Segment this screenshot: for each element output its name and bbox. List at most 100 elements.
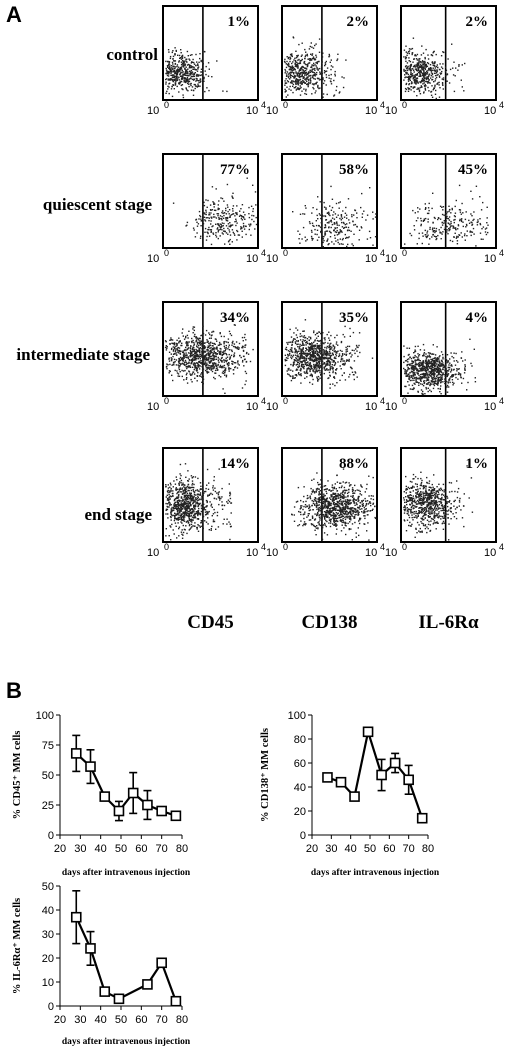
axis-max-r0-c1: 10: [365, 105, 377, 117]
data-point-2-6: [170, 995, 182, 1007]
axis-max-exp-r2-c1: 4: [380, 396, 385, 406]
data-point-0-2: [99, 791, 111, 802]
x-tick-label-1-3: 50: [364, 843, 376, 855]
y-tick-label-2-0: 0: [48, 1001, 54, 1013]
axis-min-r0-c2: 10: [385, 105, 397, 117]
percent-label-r3-c1: 88%: [339, 456, 369, 472]
y-tick-label-1-2: 40: [294, 782, 306, 794]
axis-min-exp-r1-c0: 0: [164, 248, 169, 258]
scatter-dots-r1-c2: [404, 184, 489, 247]
axis-max-r3-c1: 10: [365, 547, 377, 559]
axis-max-exp-r1-c0: 4: [261, 248, 266, 258]
column-label-1: CD138: [302, 612, 358, 633]
scatter-dots-r3-c1: [291, 468, 377, 541]
data-point-0-5: [142, 799, 153, 811]
axis-max-exp-r1-c2: 4: [499, 248, 504, 258]
x-tick-label-0-0: 20: [54, 843, 66, 855]
y-tick-label-2-5: 50: [42, 881, 54, 893]
data-point-1-6: [403, 774, 414, 786]
y-tick-label-0-3: 75: [42, 740, 54, 752]
axis-max-exp-r3-c1: 4: [380, 542, 385, 552]
data-point-0-0: [70, 748, 82, 759]
axis-min-r0-c0: 10: [147, 105, 159, 117]
y-tick-label-2-4: 40: [42, 905, 54, 917]
flow-plot-r1-c1: [281, 153, 378, 249]
row-label-3: end stage: [84, 505, 152, 524]
axis-max-r0-c2: 10: [484, 105, 496, 117]
axis-max-exp-r0-c2: 4: [499, 100, 504, 110]
x-axis-label-2: days after intravenous injection: [62, 1037, 191, 1047]
scatter-dots-r3-c2: [403, 465, 474, 541]
axis-min-exp-r3-c1: 0: [283, 542, 288, 552]
data-point-1-7: [416, 812, 428, 824]
axis-min-exp-r2-c1: 0: [283, 396, 288, 406]
flow-plot-r3-c2: [400, 447, 497, 543]
axis-max-r2-c0: 10: [246, 401, 258, 413]
x-axis-label-1: days after intravenous injection: [311, 868, 440, 878]
axis-min-exp-r3-c2: 0: [402, 542, 407, 552]
percent-label-r2-c1: 35%: [339, 310, 369, 326]
axis-max-r1-c1: 10: [365, 253, 377, 265]
x-tick-label-2-4: 60: [135, 1014, 147, 1026]
data-point-0-6: [156, 805, 167, 817]
x-tick-label-1-5: 70: [403, 843, 415, 855]
data-point-2-2: [99, 986, 111, 997]
data-point-2-3: [113, 993, 125, 1005]
percent-label-r3-c2: 1%: [466, 456, 489, 472]
x-tick-label-2-2: 40: [95, 1014, 107, 1026]
y-axis-label-1: % CD138⁺ MM cells: [260, 728, 271, 822]
axis-min-exp-r0-c0: 0: [164, 100, 169, 110]
data-point-0-4: [127, 787, 139, 799]
row-label-0: control: [106, 45, 158, 64]
x-tick-label-0-1: 30: [74, 843, 86, 855]
axis-min-exp-r0-c2: 0: [402, 100, 407, 110]
y-tick-label-2-2: 20: [42, 953, 54, 965]
data-point-1-0: [322, 772, 333, 783]
x-tick-label-0-6: 80: [176, 843, 188, 855]
y-tick-label-0-0: 0: [48, 830, 54, 842]
axis-min-exp-r1-c2: 0: [402, 248, 407, 258]
x-tick-label-2-5: 70: [156, 1014, 168, 1026]
scatter-dots-r3-c0: [165, 463, 233, 541]
data-point-2-4: [142, 979, 153, 990]
data-point-2-1: [85, 943, 96, 954]
y-tick-label-0-2: 50: [42, 770, 54, 782]
data-point-1-5: [389, 757, 401, 769]
x-axis-label-0: days after intravenous injection: [62, 868, 191, 878]
scatter-dots-r2-c0: [164, 320, 254, 394]
column-label-2: IL-6Rα: [418, 612, 479, 633]
data-point-0-7: [170, 810, 182, 822]
axis-min-r1-c2: 10: [385, 253, 397, 265]
axis-max-exp-r0-c1: 4: [380, 100, 385, 110]
axis-min-exp-r0-c1: 0: [283, 100, 288, 110]
column-label-0: CD45: [187, 612, 233, 633]
y-tick-label-1-0: 0: [300, 830, 306, 842]
axis-max-exp-r3-c0: 4: [261, 542, 266, 552]
data-point-0-1: [85, 761, 96, 772]
percent-label-r3-c0: 14%: [220, 456, 250, 472]
axis-min-r3-c0: 10: [147, 547, 159, 559]
percent-label-r1-c0: 77%: [220, 162, 250, 178]
axis-max-r1-c0: 10: [246, 253, 258, 265]
data-point-1-1: [335, 776, 347, 788]
x-tick-label-0-4: 60: [135, 843, 147, 855]
axis-max-exp-r3-c2: 4: [499, 542, 504, 552]
scatter-dots-r0-c0: [165, 47, 228, 99]
x-tick-label-2-3: 50: [115, 1014, 127, 1026]
x-tick-label-2-6: 80: [176, 1014, 188, 1026]
scatter-dots-r1-c0: [172, 177, 258, 246]
scatter-dots-r1-c1: [292, 185, 377, 248]
row-label-1: quiescent stage: [43, 195, 153, 214]
axis-min-r3-c1: 10: [266, 547, 278, 559]
axis-min-r1-c1: 10: [266, 253, 278, 265]
x-tick-label-1-4: 60: [383, 843, 395, 855]
scatter-dots-r2-c1: [284, 319, 374, 389]
percent-label-r2-c2: 4%: [466, 310, 489, 326]
y-axis-label-2: % IL-6Rα⁺ MM cells: [12, 898, 23, 994]
data-point-1-4: [376, 769, 387, 781]
flow-plot-r0-c2: [400, 5, 497, 101]
axis-min-r0-c1: 10: [266, 105, 278, 117]
x-tick-label-2-0: 20: [54, 1014, 66, 1026]
axis-min-r2-c1: 10: [266, 401, 278, 413]
axis-max-r2-c1: 10: [365, 401, 377, 413]
